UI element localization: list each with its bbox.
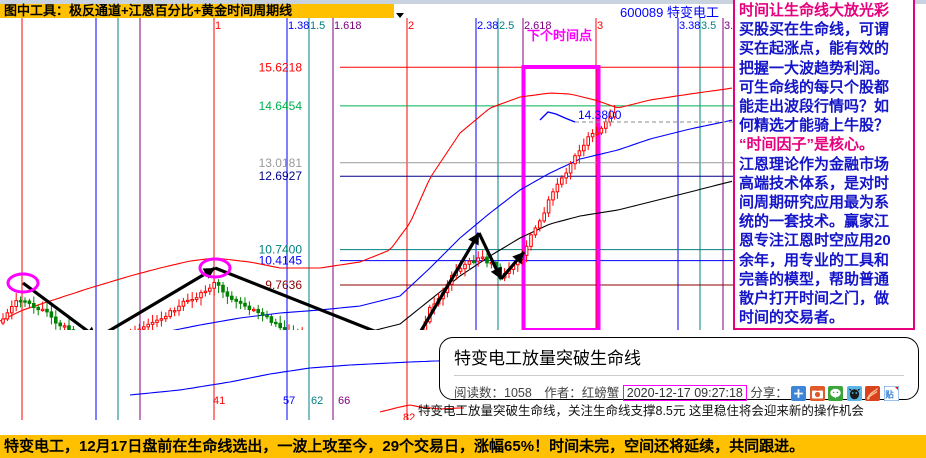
svg-text:14.3800: 14.3800	[578, 108, 622, 122]
svg-text:2.38: 2.38	[477, 20, 498, 32]
svg-text:3: 3	[597, 20, 603, 32]
svg-text:1.618: 1.618	[334, 20, 362, 32]
svg-text:1.5: 1.5	[310, 20, 325, 32]
svg-text:1: 1	[215, 20, 221, 32]
svg-text:15.6218: 15.6218	[259, 60, 303, 74]
svg-text:57: 57	[283, 395, 295, 407]
svg-text:12.6927: 12.6927	[259, 169, 303, 183]
svg-text:62: 62	[311, 395, 323, 407]
svg-text:下个时间点: 下个时间点	[527, 28, 592, 43]
svg-text:贴: 贴	[885, 390, 894, 400]
svg-text:3.38: 3.38	[679, 20, 700, 32]
svg-text:2.5: 2.5	[499, 20, 514, 32]
svg-text:66: 66	[338, 395, 350, 407]
svg-text:3.5: 3.5	[701, 20, 716, 32]
svg-text:2: 2	[408, 20, 414, 32]
svg-text:1.38: 1.38	[288, 20, 309, 32]
svg-text:82: 82	[403, 412, 415, 420]
svg-text:13.0181: 13.0181	[259, 156, 303, 170]
svg-text:14.6454: 14.6454	[259, 99, 303, 113]
svg-text:41: 41	[213, 395, 225, 407]
